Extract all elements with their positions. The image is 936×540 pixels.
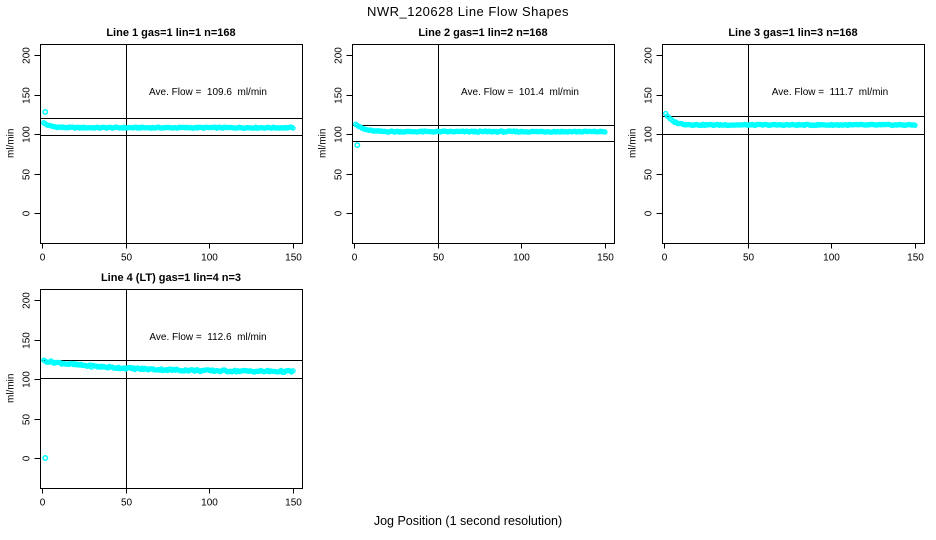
ave-flow-annotation: Ave. Flow = 112.6 ml/min [149,332,267,343]
panel-line-2: Line 2 gas=1 lin=2 n=168 Ave. Flow = 101… [318,27,615,264]
x-tick-label: 0 [40,498,46,509]
panel-line-4: Line 4 (LT) gas=1 lin=4 n=3 Ave. Flow = … [6,272,303,509]
x-tick-label: 0 [352,253,358,264]
panel-title: Line 2 gas=1 lin=2 n=168 [418,27,548,39]
x-tick-label: 150 [597,253,614,264]
plot-area: 0 50 100 150 0 50 100 150 200 [334,44,615,264]
y-tick-label: 200 [22,47,33,64]
x-tick-label: 50 [121,498,133,509]
chart-title: NWR_120628 Line Flow Shapes [366,4,570,19]
y-tick-label: 150 [644,87,655,104]
x-tick-label: 0 [40,253,46,264]
y-tick-label: 150 [22,332,33,349]
y-tick-label: 0 [22,210,33,216]
outlier-data-point [354,142,361,149]
data-point [912,122,918,129]
x-tick-label: 100 [823,253,840,264]
outlier-data-point [42,108,49,115]
x-tick-label: 150 [907,253,924,264]
panel-line-3: Line 3 gas=1 lin=3 n=168 Ave. Flow = 111… [628,27,925,264]
y-tick-label: 100 [644,126,655,143]
plot-area: 0 50 100 150 0 50 100 150 200 [644,44,925,264]
y-tick-label: 150 [334,87,345,104]
y-tick-label: 50 [334,169,345,181]
y-tick-label: 50 [22,169,33,181]
y-tick-label: 150 [22,87,33,104]
y-tick-label: 100 [22,371,33,388]
plot-area: 0 50 100 150 0 50 100 150 200 [22,289,303,509]
y-tick-label: 0 [644,210,655,216]
x-tick-label: 50 [433,253,445,264]
ave-flow-annotation: Ave. Flow = 109.6 ml/min [149,87,267,98]
panel-line-1: Line 1 gas=1 lin=1 n=168 Ave. Flow = 109… [6,27,303,264]
x-tick-label: 150 [285,253,302,264]
x-tick-label: 100 [513,253,530,264]
x-tick-label: 50 [121,253,133,264]
y-tick-label: 0 [22,455,33,461]
outlier-data-point [42,455,49,461]
y-tick-label: 200 [22,292,33,309]
y-tick-label: 50 [22,414,33,426]
x-tick-label: 100 [201,253,218,264]
y-tick-label: 50 [644,169,655,181]
data-point [290,125,296,131]
x-tick-label: 50 [743,253,755,264]
x-tick-label: 150 [285,498,302,509]
y-tick-label: 0 [334,210,345,216]
x-axis-label: Jog Position (1 second resolution) [373,514,563,528]
x-tick-label: 100 [201,498,218,509]
ave-flow-annotation: Ave. Flow = 101.4 ml/min [461,87,579,98]
y-tick-label: 100 [22,126,33,143]
x-tick-label: 0 [662,253,668,264]
panel-title: Line 1 gas=1 lin=1 n=168 [106,27,236,39]
plot-area: 0 50 100 150 0 50 100 150 200 [22,44,303,264]
ave-flow-annotation: Ave. Flow = 111.7 ml/min [771,87,889,98]
panel-title: Line 4 (LT) gas=1 lin=4 n=3 [100,272,242,284]
y-tick-label: 200 [644,47,655,64]
data-point [290,368,296,374]
y-tick-label: 200 [334,47,345,64]
y-tick-label: 100 [334,126,345,143]
data-point [602,129,608,135]
panel-title: Line 3 gas=1 lin=3 n=168 [728,27,858,39]
